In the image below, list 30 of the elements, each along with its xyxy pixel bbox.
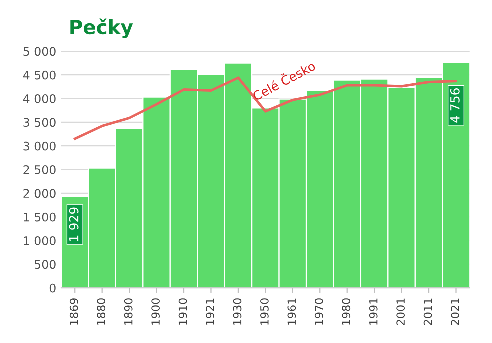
y-tick-label: 4 000: [23, 94, 56, 104]
data-label: 1 929: [69, 208, 79, 242]
y-tick-label: 2 500: [24, 166, 56, 174]
y-tick-label: 0: [50, 284, 56, 293]
data-label: 4 756: [450, 88, 460, 123]
x-tick-label: 2021: [451, 298, 460, 326]
y-tick-label: 2 000: [24, 189, 56, 198]
y-tick-label: 4 500: [23, 70, 56, 80]
x-tick-label: 1961: [288, 298, 296, 325]
x-tick-label: 1980: [342, 298, 351, 325]
x-tick-label: 2001: [396, 298, 406, 326]
x-tick-label: 1921: [206, 298, 214, 325]
x-tick-label: 1991: [369, 298, 378, 325]
y-tick-label: 3 000: [24, 142, 56, 151]
chart-title: Pečky: [70, 18, 134, 38]
y-tick-label: 1 500: [24, 212, 56, 222]
x-tick-label: 1900: [152, 298, 160, 325]
x-tick-label: 1970: [314, 298, 324, 325]
y-tick-label: 3 500: [24, 118, 56, 128]
x-tick-label: 1950: [260, 298, 269, 325]
x-tick-label: 1930: [233, 298, 242, 325]
x-tick-label: 1910: [178, 298, 188, 325]
x-tick-label: 2011: [424, 298, 432, 326]
x-tick-label: 1880: [97, 298, 106, 325]
x-tick-label: 1869: [70, 298, 78, 325]
y-tick-label: 5 000: [24, 47, 56, 56]
y-tick-label: 500: [35, 260, 56, 270]
x-tick-label: 1890: [124, 298, 133, 325]
text: Celé Česko: [251, 59, 316, 102]
y-tick-label: 1 000: [24, 236, 56, 246]
